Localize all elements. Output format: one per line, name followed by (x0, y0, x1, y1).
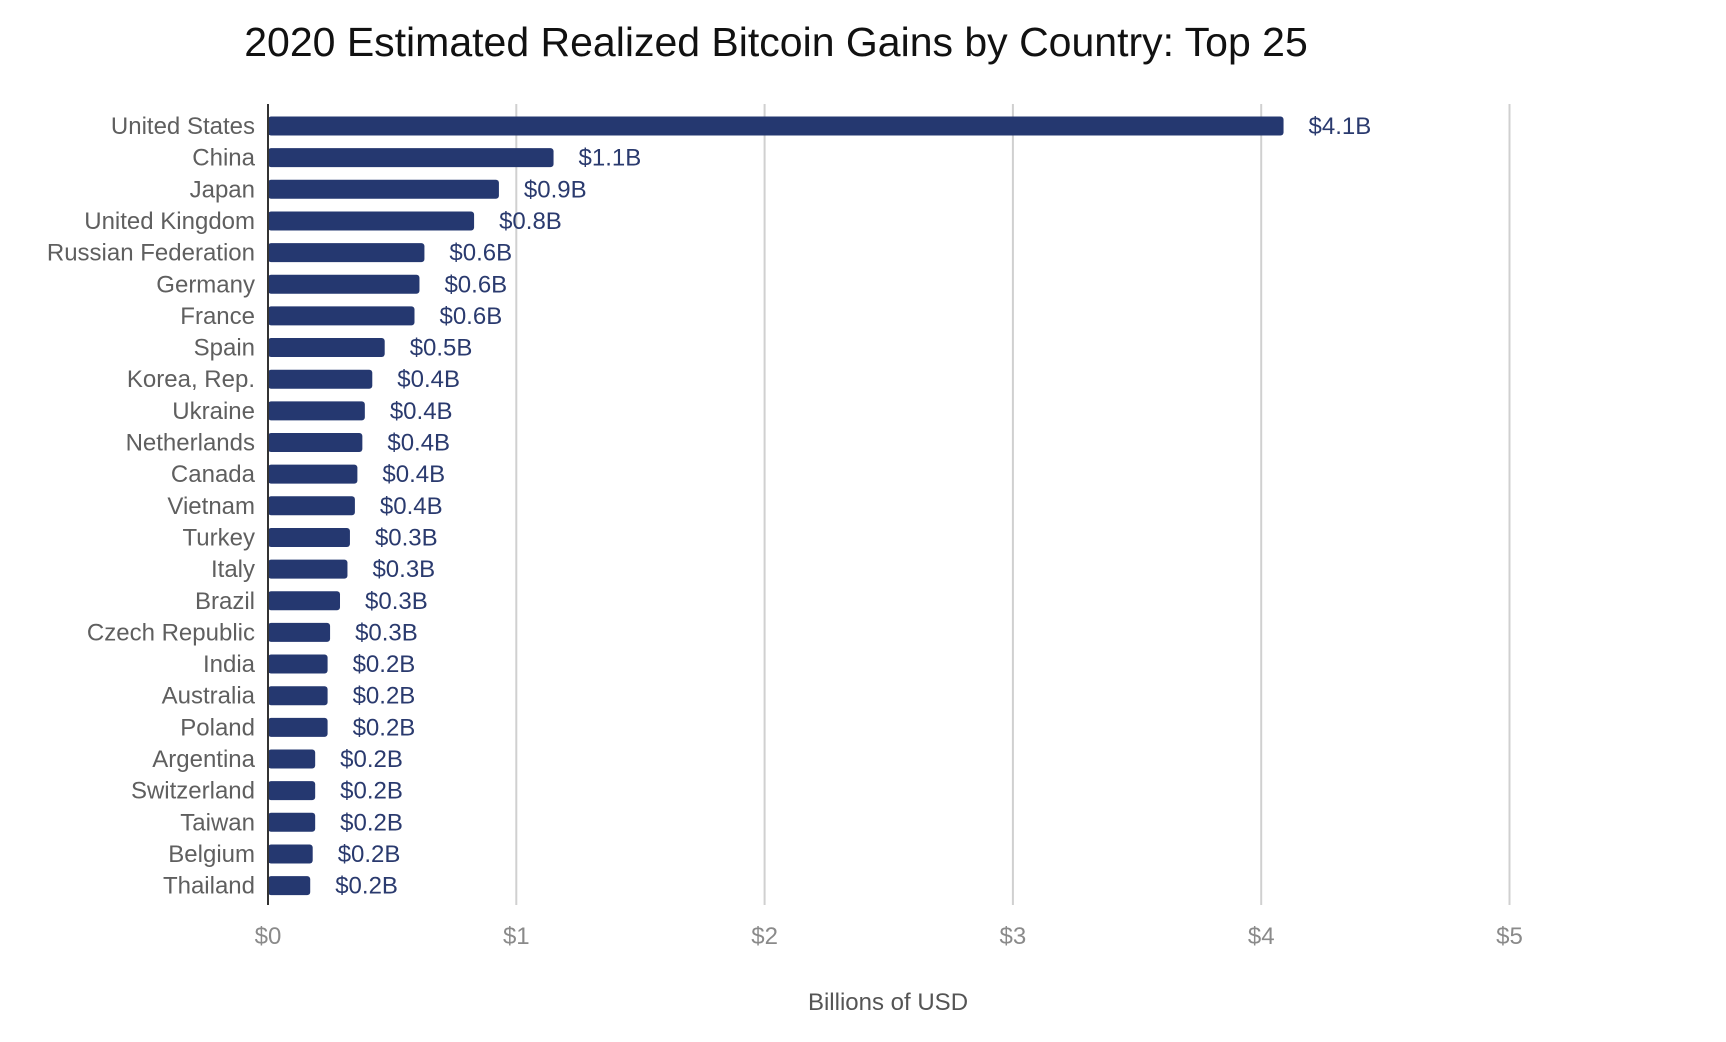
bar (268, 338, 385, 358)
category-label: Poland (180, 714, 255, 741)
data-label: $0.8B (499, 208, 562, 235)
data-label: $0.2B (335, 873, 398, 900)
bar (268, 622, 331, 642)
category-label: Italy (211, 556, 255, 583)
bar (268, 654, 328, 674)
category-label: China (192, 145, 255, 172)
data-label: $0.9B (524, 176, 587, 203)
category-label: Switzerland (131, 778, 255, 805)
bar (268, 369, 373, 389)
data-label: $0.2B (353, 714, 416, 741)
category-label: Belgium (168, 841, 255, 868)
category-label: Thailand (163, 873, 255, 900)
data-label: $0.3B (365, 588, 428, 615)
category-label: Taiwan (180, 809, 255, 836)
data-label: $0.2B (353, 683, 416, 710)
bar (268, 559, 348, 579)
gridlines (515, 104, 1511, 905)
data-label: $0.4B (387, 430, 450, 457)
bar (268, 464, 358, 484)
x-tick-label: $3 (1000, 923, 1027, 950)
category-label: United States (111, 113, 255, 140)
bar (268, 211, 475, 231)
category-label: Czech Republic (87, 619, 255, 646)
data-label: $0.4B (380, 493, 443, 520)
bar (268, 876, 311, 896)
bar (268, 116, 1284, 136)
data-label: $4.1B (1309, 113, 1372, 140)
x-tick-label: $5 (1496, 923, 1523, 950)
category-label: Turkey (183, 524, 255, 551)
data-label: $0.3B (372, 556, 435, 583)
data-label: $0.3B (355, 619, 418, 646)
value-labels: $4.1B $1.1B $0.9B $0.8B $0.6B $0.6B $0.6B $0.5B… (335, 113, 1371, 900)
x-tick-label: $1 (503, 923, 530, 950)
bar (268, 433, 363, 452)
data-label: $0.5B (410, 335, 473, 362)
category-labels: United States China Japan United Kingdom Rus… (47, 113, 256, 900)
category-label: Canada (171, 461, 256, 488)
bars (268, 116, 1284, 896)
bar (268, 686, 328, 706)
bar (268, 179, 499, 199)
category-label: Ukraine (172, 398, 255, 425)
category-label: Germany (156, 271, 255, 298)
bar (268, 496, 355, 516)
bar (268, 591, 341, 611)
chart-title: 2020 Estimated Realized Bitcoin Gains by… (244, 19, 1308, 65)
category-label: Australia (162, 683, 256, 710)
x-tick-label: $4 (1248, 923, 1275, 950)
data-label: $0.6B (444, 271, 507, 298)
bar (268, 781, 316, 801)
data-label: $0.4B (382, 461, 445, 488)
x-tick-label: $0 (255, 923, 282, 950)
x-tick-label: $2 (751, 923, 778, 950)
bar (268, 749, 316, 769)
category-label: India (203, 651, 256, 678)
bar (268, 717, 328, 737)
data-label: $0.2B (340, 746, 403, 773)
data-label: $0.2B (340, 778, 403, 805)
data-label: $0.2B (340, 809, 403, 836)
category-label: Argentina (152, 746, 255, 773)
data-label: $0.2B (338, 841, 401, 868)
bar (268, 306, 415, 326)
category-label: Vietnam (167, 493, 255, 520)
bar (268, 243, 425, 263)
category-label: France (180, 303, 255, 330)
x-axis-tick-labels: $0 $1 $2 $3 $4 $5 (255, 923, 1523, 950)
category-label: Spain (194, 335, 255, 362)
data-label: $0.3B (375, 524, 438, 551)
category-label: United Kingdom (84, 208, 255, 235)
category-label: Netherlands (126, 430, 255, 457)
bar (268, 148, 554, 168)
category-label: Brazil (195, 588, 255, 615)
data-label: $0.4B (390, 398, 453, 425)
x-axis-title: Billions of USD (808, 989, 968, 1016)
category-label: Japan (190, 176, 255, 203)
bar (268, 274, 420, 294)
data-label: $0.4B (397, 366, 460, 393)
bar (268, 401, 365, 421)
data-label: $0.6B (449, 240, 512, 267)
bar (268, 527, 350, 547)
category-label: Korea, Rep. (127, 366, 255, 393)
bar (268, 844, 313, 864)
data-label: $0.2B (353, 651, 416, 678)
bar (268, 812, 316, 832)
data-label: $1.1B (579, 145, 642, 172)
data-label: $0.6B (439, 303, 502, 330)
category-label: Russian Federation (47, 240, 255, 267)
